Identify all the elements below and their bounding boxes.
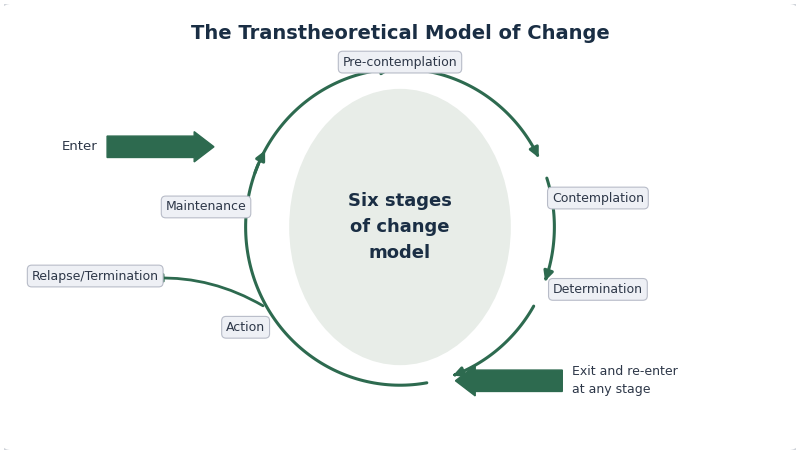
Text: Determination: Determination [553,283,643,296]
FancyBboxPatch shape [2,3,798,451]
FancyArrow shape [455,365,562,396]
Text: Pre-contemplation: Pre-contemplation [342,55,458,69]
Text: Contemplation: Contemplation [552,192,644,205]
Text: Exit and re-enter
at any stage: Exit and re-enter at any stage [572,365,678,396]
Text: Relapse/Termination: Relapse/Termination [32,270,158,282]
Text: Six stages
of change
model: Six stages of change model [348,192,452,262]
Text: The Transtheoretical Model of Change: The Transtheoretical Model of Change [190,24,610,43]
Text: Maintenance: Maintenance [166,201,246,213]
Ellipse shape [289,89,511,365]
FancyArrow shape [107,132,214,162]
Text: Action: Action [226,321,265,334]
Text: Enter: Enter [62,140,98,153]
